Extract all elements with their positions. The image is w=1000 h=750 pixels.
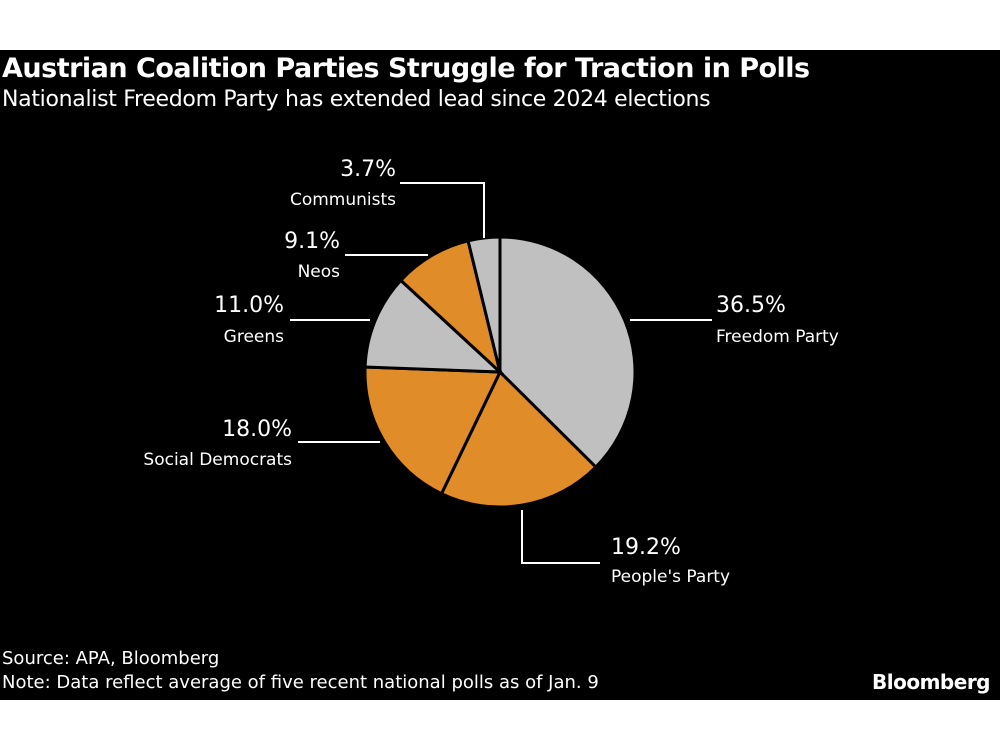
pie-slice-people-s-party: [439, 369, 598, 509]
chart-subtitle: Nationalist Freedom Party has extended l…: [2, 87, 711, 112]
source-note: Source: APA, Bloomberg: [2, 648, 220, 669]
chart-title: Austrian Coalition Parties Struggle for …: [2, 53, 810, 84]
name-label-peoples: People's Party: [611, 567, 730, 587]
pct-label-freedom: 36.5%: [716, 293, 786, 318]
pie-slice-greens: [363, 278, 504, 374]
pct-label-greens: 11.0%: [214, 293, 284, 318]
leader-line-communists: [400, 182, 485, 238]
leader-line-peoples: [521, 510, 600, 564]
pct-label-peoples: 19.2%: [611, 535, 681, 560]
pie-chart: 36.5% Freedom Party 19.2% People's Party…: [143, 157, 839, 587]
pct-label-communists: 3.7%: [340, 157, 396, 182]
pie-slice-freedom-party: [498, 235, 637, 470]
footnote: Note: Data reflect average of five recen…: [2, 672, 599, 693]
chart-panel: Austrian Coalition Parties Struggle for …: [0, 50, 1000, 700]
name-label-neos: Neos: [298, 262, 341, 282]
name-label-freedom: Freedom Party: [716, 327, 839, 347]
pct-label-neos: 9.1%: [284, 229, 340, 254]
name-label-greens: Greens: [224, 327, 284, 347]
bloomberg-logo: Bloomberg: [872, 670, 990, 694]
name-label-communists: Communists: [290, 190, 396, 210]
pie-slice-social-democrats: [363, 365, 503, 496]
pct-label-social-democrats: 18.0%: [222, 417, 292, 442]
name-label-social-democrats: Social Democrats: [143, 450, 292, 470]
